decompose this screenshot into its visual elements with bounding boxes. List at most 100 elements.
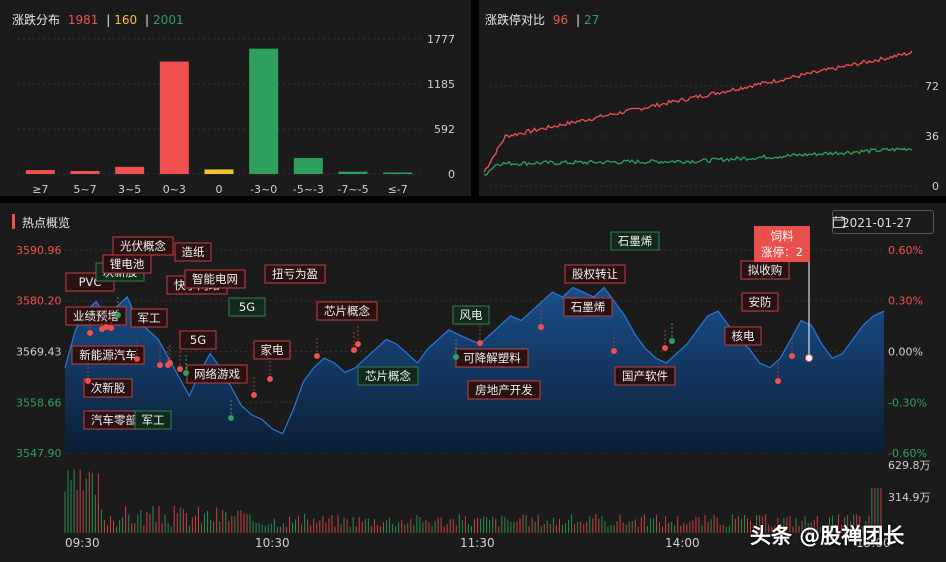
bar <box>70 170 100 174</box>
tag-dot <box>775 378 781 384</box>
limit-down-count: 27 <box>584 13 600 27</box>
tag-dot <box>115 312 121 318</box>
hot-tag-label: 可降解塑料 <box>463 351 521 365</box>
hot-tag-box <box>563 297 613 317</box>
calendar-icon <box>833 216 845 228</box>
bar <box>25 170 55 174</box>
tag-dot <box>662 345 668 351</box>
limit-line-chart: 72 36 0 <box>483 50 939 193</box>
x-tick-label: 10:30 <box>255 536 290 550</box>
y-tick-label: 0 <box>448 168 455 181</box>
limit-title: 涨跌停对比 96 | 27 <box>485 13 600 27</box>
hot-tag-box <box>614 366 676 386</box>
hot-area-chart: 3590.96 0.60% 3580.20 0.30% 3569.43 0.00% 3558… <box>16 226 931 550</box>
hot-tag-box <box>71 345 145 365</box>
tag-dot <box>267 376 273 382</box>
y-tick-label-right: -0.30% <box>888 396 927 409</box>
hot-tag-box <box>610 231 660 251</box>
y-tick-label-left: 3558.66 <box>16 396 62 409</box>
callout-line1: 饲料 <box>771 229 794 243</box>
hot-tag-label: 芯片概念 <box>324 304 370 318</box>
tag-dot <box>251 392 257 398</box>
bar <box>338 171 368 174</box>
hot-tag-label: 5G <box>239 300 255 314</box>
tag-dot <box>351 347 357 353</box>
date-picker[interactable]: 2021-01-27 <box>832 210 934 234</box>
tag-dot <box>453 354 459 360</box>
hot-tag-label: 业绩预增 <box>73 309 119 323</box>
y-tick-label-left: 3547.90 <box>16 447 62 460</box>
y-tick-label: 36 <box>925 130 939 143</box>
hot-tag-label: 军工 <box>138 311 161 325</box>
hot-tag-box <box>228 297 266 317</box>
hot-tag-box <box>134 410 172 430</box>
hot-tag-box <box>452 305 490 325</box>
hot-tag-box <box>316 301 378 321</box>
callout-line2: 涨停：2 <box>761 245 803 259</box>
bar <box>159 61 189 174</box>
hot-tag-box <box>253 340 291 360</box>
tag-dot <box>789 353 795 359</box>
y-tick-label-left: 3580.20 <box>16 295 62 308</box>
x-tick-label: -5~-3 <box>293 183 324 196</box>
x-tick-label: 14:00 <box>665 536 700 550</box>
series-line-green <box>483 147 913 176</box>
tag-dot <box>85 378 91 384</box>
tag-dot <box>183 370 189 376</box>
hot-tag-box <box>264 264 326 284</box>
hot-tag-box <box>564 264 626 284</box>
tag-dot <box>477 340 483 346</box>
tag-dot <box>157 362 163 368</box>
tag-dot <box>611 348 617 354</box>
x-tick-label: -3~0 <box>250 183 277 196</box>
hot-tag-label: 风电 <box>460 308 483 322</box>
price-area <box>65 287 884 453</box>
tag-dot <box>669 338 675 344</box>
hot-tag-box <box>83 378 133 398</box>
tag-dot <box>103 324 109 330</box>
x-tick-label: 11:30 <box>460 536 495 550</box>
hot-tag-label: 国产软件 <box>622 369 668 383</box>
tag-dot <box>108 325 114 331</box>
y-tick-label: 592 <box>434 123 455 136</box>
x-tick-label: 0~3 <box>163 183 186 196</box>
y-tick-label-right: -0.60% <box>888 447 927 460</box>
y-tick-label: 1777 <box>427 33 455 46</box>
y-tick-label-left: 3569.43 <box>16 346 62 359</box>
hot-tag-label: 军工 <box>142 413 165 427</box>
rise-fall-bar-chart: 1777 1185 592 0 ≥7 5~7 3~5 0~3 0 -3~0 -5~-3 -7~-5 ≤-… <box>18 33 455 196</box>
hot-tag-label: 拟收购 <box>748 263 783 277</box>
hot-tag-label: 石墨烯 <box>571 300 606 314</box>
hot-tag-label: 石墨烯 <box>618 234 653 248</box>
flat-count: 160 <box>114 13 138 27</box>
hot-tag-label: 5G <box>190 333 206 347</box>
tag-dot <box>177 366 183 372</box>
date-value: 2021-01-27 <box>842 216 912 230</box>
hot-tag-label: 房地产开发 <box>475 383 533 397</box>
tag-dot <box>355 341 361 347</box>
bar <box>293 158 323 174</box>
vol-tick-label: 629.8万 <box>888 459 931 472</box>
tag-dot <box>87 330 93 336</box>
hot-tag-label: 核电 <box>732 329 755 343</box>
rise-fall-panel: 涨跌分布 1981 | 160 | 2001 1777 1185 592 0 ≥7 5~7 3~… <box>0 0 471 196</box>
hot-tag-box <box>102 254 152 274</box>
x-tick-label: 5~7 <box>73 183 96 196</box>
bar <box>115 166 145 174</box>
x-tick-label: -7~-5 <box>337 183 368 196</box>
vol-tick-label: 314.9万 <box>888 491 931 504</box>
hot-tag-label: 网络游戏 <box>194 367 240 381</box>
up-count: 1981 <box>67 13 99 27</box>
hot-tag-box <box>130 308 168 328</box>
tag-dot <box>314 353 320 359</box>
x-tick-label: 0 <box>216 183 223 196</box>
limit-panel: 涨跌停对比 96 | 27 72 36 0 <box>479 0 946 196</box>
hot-tag-label: 股权转让 <box>572 267 618 281</box>
title-accent <box>12 214 15 229</box>
y-tick-label: 72 <box>925 80 939 93</box>
hot-tag-label: 安防 <box>749 295 772 309</box>
hot-tag-label: 新能源汽车 <box>79 348 137 362</box>
hot-tag-label: 扭亏为盈 <box>272 267 318 281</box>
hot-tag-box <box>357 366 419 386</box>
hot-tag-box <box>174 242 212 262</box>
